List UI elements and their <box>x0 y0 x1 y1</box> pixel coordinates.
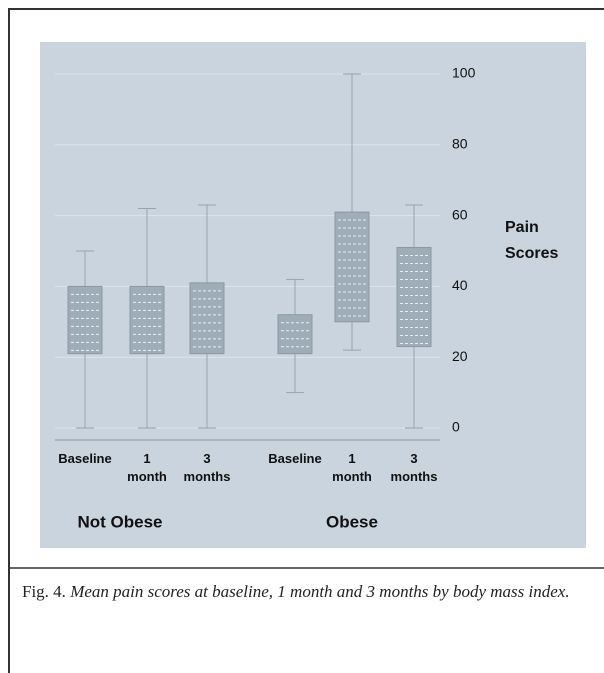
x-tick-label: 3 months <box>390 451 438 484</box>
x-tick-label: Baseline <box>268 451 322 466</box>
y-tick-label: 60 <box>452 206 468 222</box>
x-tick-label: 1 month <box>332 451 372 484</box>
x-tick-label: 1 month <box>127 451 167 484</box>
y-tick-label: 0 <box>452 419 460 435</box>
box <box>129 285 165 355</box>
x-tick-label: 3 months <box>183 451 231 484</box>
x-tick-label: Baseline <box>58 451 112 466</box>
y-tick-label: 40 <box>452 277 468 293</box>
caption-text: Mean pain scores at baseline, 1 month an… <box>70 582 570 601</box>
frame <box>8 8 604 673</box>
caption-label: Fig. 4. <box>22 582 66 601</box>
y-tick-label: 100 <box>452 65 476 81</box>
caption: Fig. 4. Mean pain scores at baseline, 1 … <box>22 580 592 604</box>
y-axis-label: Scores <box>505 245 558 262</box>
box <box>396 246 432 348</box>
box <box>334 211 370 323</box>
box <box>277 314 313 355</box>
y-tick-label: 80 <box>452 136 468 152</box>
group-label: Not Obese <box>77 512 162 531</box>
box <box>67 285 103 355</box>
y-axis-label: Pain <box>505 219 539 236</box>
group-label: Obese <box>326 512 378 531</box>
y-tick-label: 20 <box>452 348 468 364</box>
box <box>189 282 225 355</box>
